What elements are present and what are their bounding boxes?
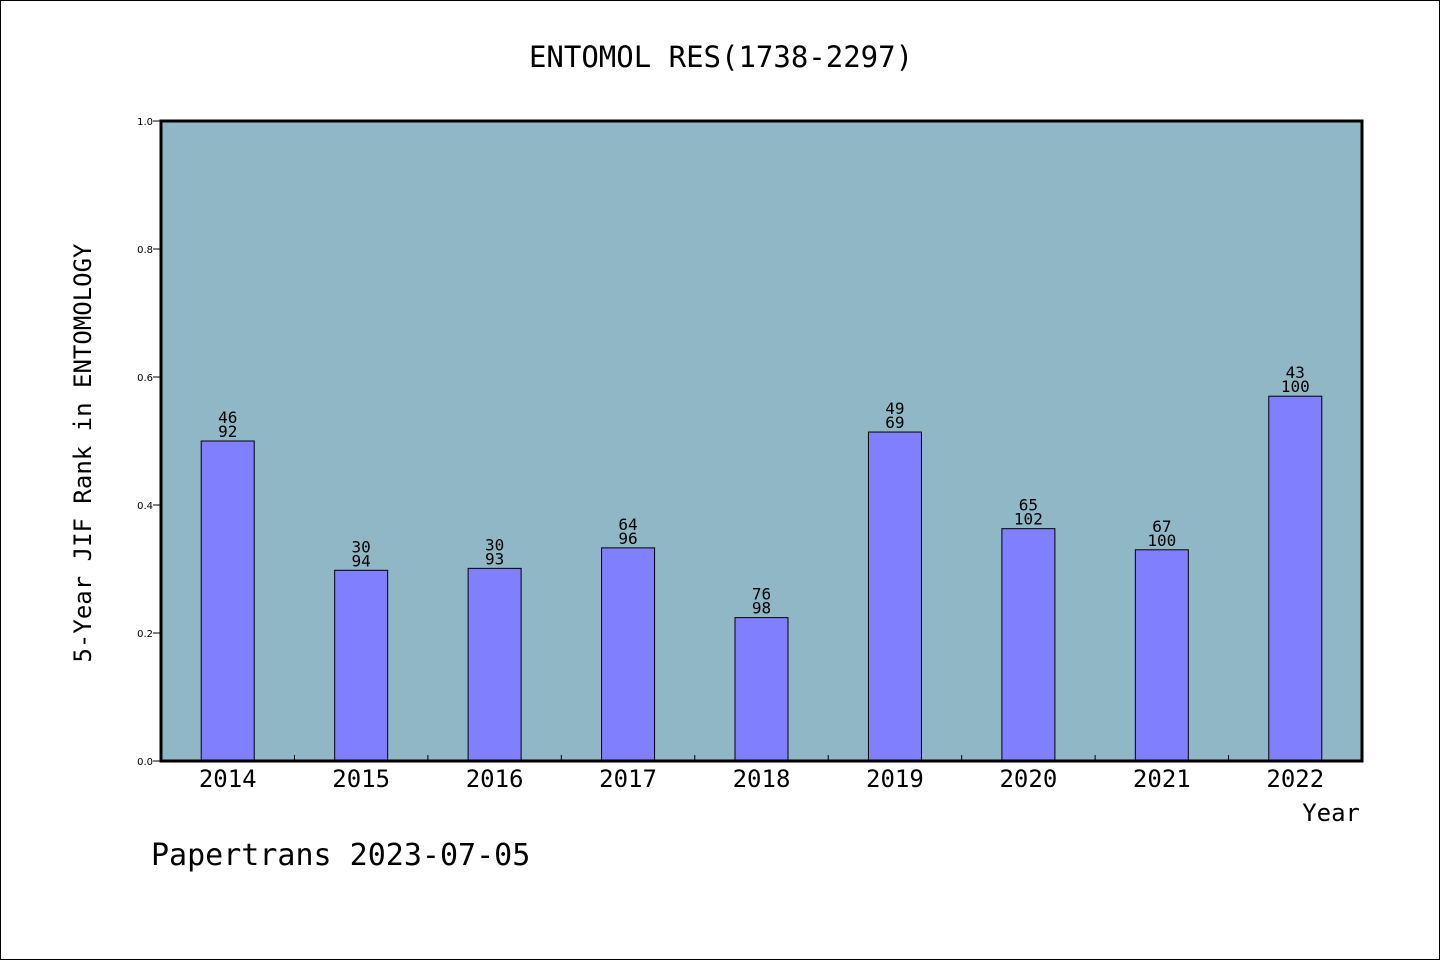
bar-rank-label: 49 [885, 399, 904, 418]
bar-total-label: 100 [1281, 377, 1310, 396]
bar-2021 [1134, 549, 1189, 762]
bar-total-label: 94 [352, 551, 371, 570]
bar-rank-label: 65 [1019, 496, 1038, 515]
x-tick-label: 2021 [1133, 765, 1191, 793]
y-tick-label: 0.4 [137, 501, 153, 512]
x-tick-label: 2017 [599, 765, 657, 793]
y-axis-ticks: 0.0 0.2 0.4 0.6 0.8 1.0 [137, 117, 161, 768]
bar-rank-label: 30 [352, 537, 371, 556]
x-tick-label: 2020 [999, 765, 1057, 793]
bar-total-label: 102 [1014, 510, 1043, 529]
y-tick-label: 0.8 [137, 245, 153, 256]
bar-total-label: 98 [752, 599, 771, 618]
x-tick-label: 2019 [866, 765, 924, 793]
bar-2014 [200, 440, 255, 762]
y-axis-label: 5-Year JIF Rank in ENTOMOLOGY [69, 243, 97, 663]
x-tick-label: 2022 [1266, 765, 1324, 793]
bar-total-label: 100 [1147, 531, 1176, 550]
bar-total-label: 69 [885, 413, 904, 432]
bar-total-label: 96 [618, 529, 637, 548]
bar-2015 [334, 569, 389, 762]
x-axis-ticks: 2014 2015 2016 2017 2018 2019 2020 2021 2022 [199, 755, 1324, 793]
x-tick-label: 2014 [199, 765, 257, 793]
x-tick-label: 2016 [466, 765, 524, 793]
chart-title: ENTOMOL RES(1738-2297) [529, 40, 913, 74]
bar-rank-label: 67 [1152, 517, 1171, 536]
bar-2020 [1001, 528, 1056, 762]
bar-2022 [1268, 395, 1323, 762]
bar-total-label: 93 [485, 549, 504, 568]
plot-border [159, 119, 1364, 763]
bar-total-label: 92 [218, 422, 237, 441]
y-tick-label: 0.0 [137, 757, 153, 768]
x-axis-label: Year [1302, 799, 1360, 827]
y-tick-label: 1.0 [137, 117, 153, 128]
bar-2016 [467, 567, 522, 762]
bar-rank-label: 64 [618, 515, 637, 534]
bar-series [200, 395, 1323, 762]
x-tick-label: 2018 [733, 765, 791, 793]
bar-2017 [601, 547, 656, 762]
bar-rank-label: 76 [752, 585, 771, 604]
watermark-text: Papertrans 2023-07-05 [151, 838, 530, 873]
bar-rank-label: 30 [485, 535, 504, 554]
bar-2018 [734, 617, 789, 762]
bar-2019 [867, 431, 922, 762]
y-tick-label: 0.6 [137, 373, 153, 384]
y-tick-label: 0.2 [137, 629, 153, 640]
x-tick-label: 2015 [332, 765, 390, 793]
bar-rank-label: 46 [218, 408, 237, 427]
bar-rank-label: 43 [1286, 363, 1305, 382]
